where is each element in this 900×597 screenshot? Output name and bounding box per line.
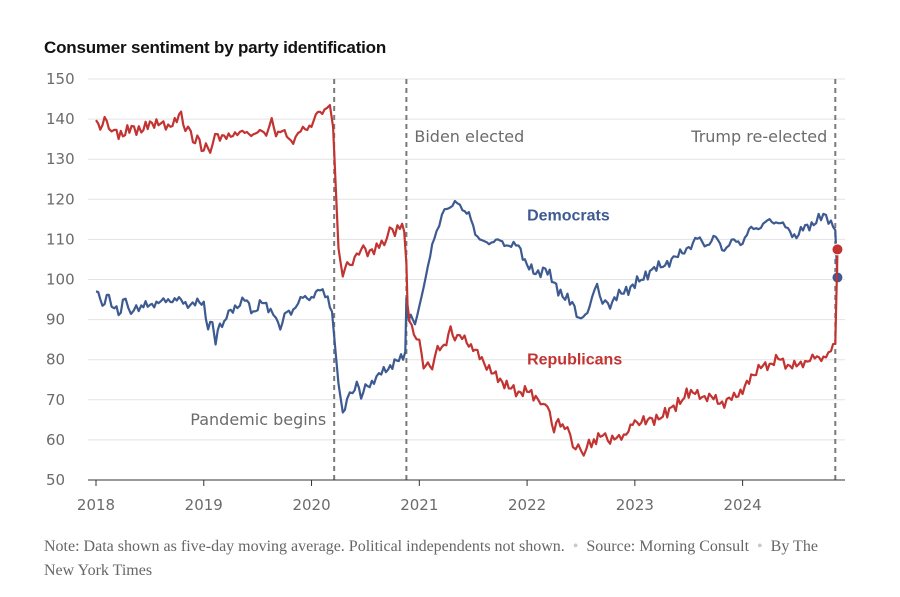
x-tick-label: 2022 — [508, 496, 546, 514]
series-label-democrats: Democrats — [527, 207, 610, 224]
x-tick-label: 2021 — [400, 496, 438, 514]
separator-dot-icon: • — [757, 538, 763, 555]
y-tick-label: 130 — [46, 150, 75, 168]
separator-dot-icon: • — [572, 538, 579, 555]
x-tick-label: 2024 — [724, 496, 762, 514]
x-tick-label: 2018 — [77, 496, 115, 514]
y-tick-label: 60 — [46, 431, 65, 449]
y-tick-label: 140 — [46, 110, 75, 128]
footnote-byline: By The New York Times — [44, 538, 818, 579]
series-end-marker-republicans — [831, 243, 844, 256]
series-layer — [95, 103, 844, 457]
axis-layer: 50 60 70 80 90 100 110 120 130 140 150 2018 2019 2020… — [46, 70, 845, 514]
series-line-republicans — [95, 103, 839, 457]
series-label-republicans: Republicans — [527, 352, 622, 369]
footnote-note: Note: Data shown as five-day moving aver… — [44, 538, 565, 555]
chart-title: Consumer sentiment by party identificati… — [44, 38, 387, 57]
series-line-democrats — [95, 199, 839, 414]
event-label: Trump re-elected — [690, 127, 827, 146]
y-tick-label: 110 — [46, 230, 75, 248]
y-tick-label: 80 — [46, 351, 65, 369]
label-layer: Democrats Republicans — [527, 207, 622, 368]
event-label: Biden elected — [414, 127, 524, 146]
event-label: Pandemic begins — [190, 410, 326, 429]
x-tick-label: 2020 — [292, 496, 330, 514]
footnote: Note: Data shown as five-day moving aver… — [44, 535, 824, 583]
y-tick-label: 70 — [46, 391, 65, 409]
y-tick-label: 100 — [46, 271, 75, 289]
grid-layer — [88, 78, 845, 441]
y-tick-label: 90 — [46, 311, 65, 329]
x-tick-label: 2019 — [185, 496, 223, 514]
x-tick-label: 2023 — [616, 496, 654, 514]
footnote-source: Source: Morning Consult — [586, 538, 750, 555]
y-tick-label: 50 — [46, 471, 65, 489]
y-tick-label: 150 — [46, 70, 75, 88]
y-tick-label: 120 — [46, 190, 75, 208]
